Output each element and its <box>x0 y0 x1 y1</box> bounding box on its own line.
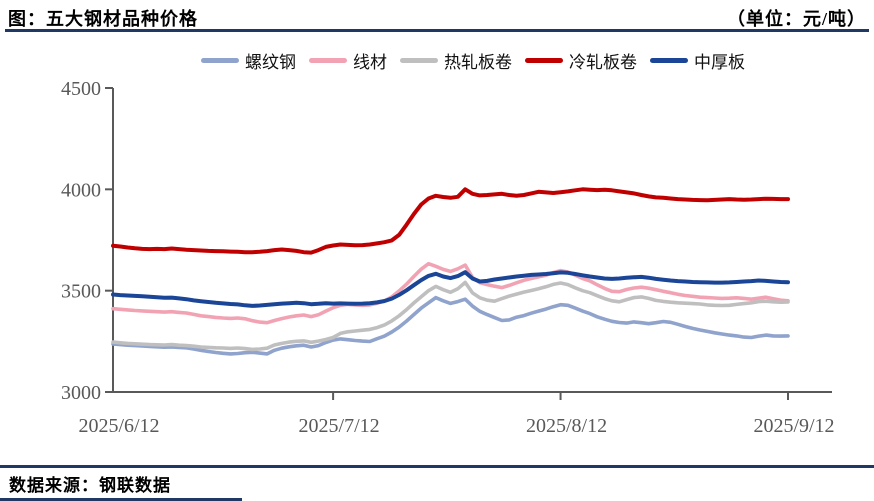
legend-swatch-rebar <box>201 58 239 63</box>
y-tick-label: 4500 <box>61 78 101 100</box>
unit-label: （单位：元/吨） <box>726 9 866 29</box>
legend-label-rebar: 螺纹钢 <box>245 53 296 72</box>
chart-legend: 螺纹钢 线材 热轧板卷 冷轧板卷 中厚板 <box>0 48 874 73</box>
legend-item-wire-rod: 线材 <box>309 48 387 73</box>
legend-label-hot-rolled-coil: 热轧板卷 <box>444 53 512 72</box>
price-line-chart: 3000 3500 4000 4500 2025/6/12 2025/7/12 2025/8… <box>61 78 835 437</box>
legend-swatch-wire-rod <box>309 58 347 63</box>
legend-item-rebar: 螺纹钢 <box>201 48 296 73</box>
legend-label-wire-rod: 线材 <box>353 53 387 72</box>
legend-label-cold-rolled-coil: 冷轧板卷 <box>569 53 637 72</box>
legend-label-medium-plate: 中厚板 <box>694 53 745 72</box>
legend-item-medium-plate: 中厚板 <box>650 48 745 73</box>
series-line-hot-rolled-coil <box>111 280 790 352</box>
legend-item-hot-rolled-coil: 热轧板卷 <box>400 48 512 73</box>
legend-swatch-hot-rolled-coil <box>400 58 438 63</box>
series-line-medium-plate <box>111 270 790 308</box>
x-tick-label: 2025/6/12 <box>78 415 159 437</box>
series-line-cold-rolled-coil <box>111 187 790 255</box>
x-tick-label: 2025/8/12 <box>526 415 607 437</box>
footer-rule <box>0 465 874 468</box>
x-tick-label: 2025/9/12 <box>753 415 834 437</box>
bottom-rule <box>0 498 242 501</box>
header: 图：五大钢材品种价格 （单位：元/吨） <box>8 5 866 31</box>
data-source-label: 数据来源：钢联数据 <box>9 476 171 495</box>
header-rule <box>5 29 869 32</box>
y-tick-label: 4000 <box>61 179 101 201</box>
legend-swatch-medium-plate <box>650 58 688 63</box>
y-tick-label: 3000 <box>61 382 101 404</box>
series-line-rebar <box>111 295 790 356</box>
legend-item-cold-rolled-coil: 冷轧板卷 <box>525 48 637 73</box>
x-tick-label: 2025/7/12 <box>299 415 380 437</box>
series-line-wire-rod <box>111 261 790 325</box>
chart-title: 图：五大钢材品种价格 <box>8 9 198 29</box>
y-tick-label: 3500 <box>61 281 101 303</box>
legend-swatch-cold-rolled-coil <box>525 58 563 63</box>
footer: 数据来源：钢联数据 <box>9 471 171 496</box>
